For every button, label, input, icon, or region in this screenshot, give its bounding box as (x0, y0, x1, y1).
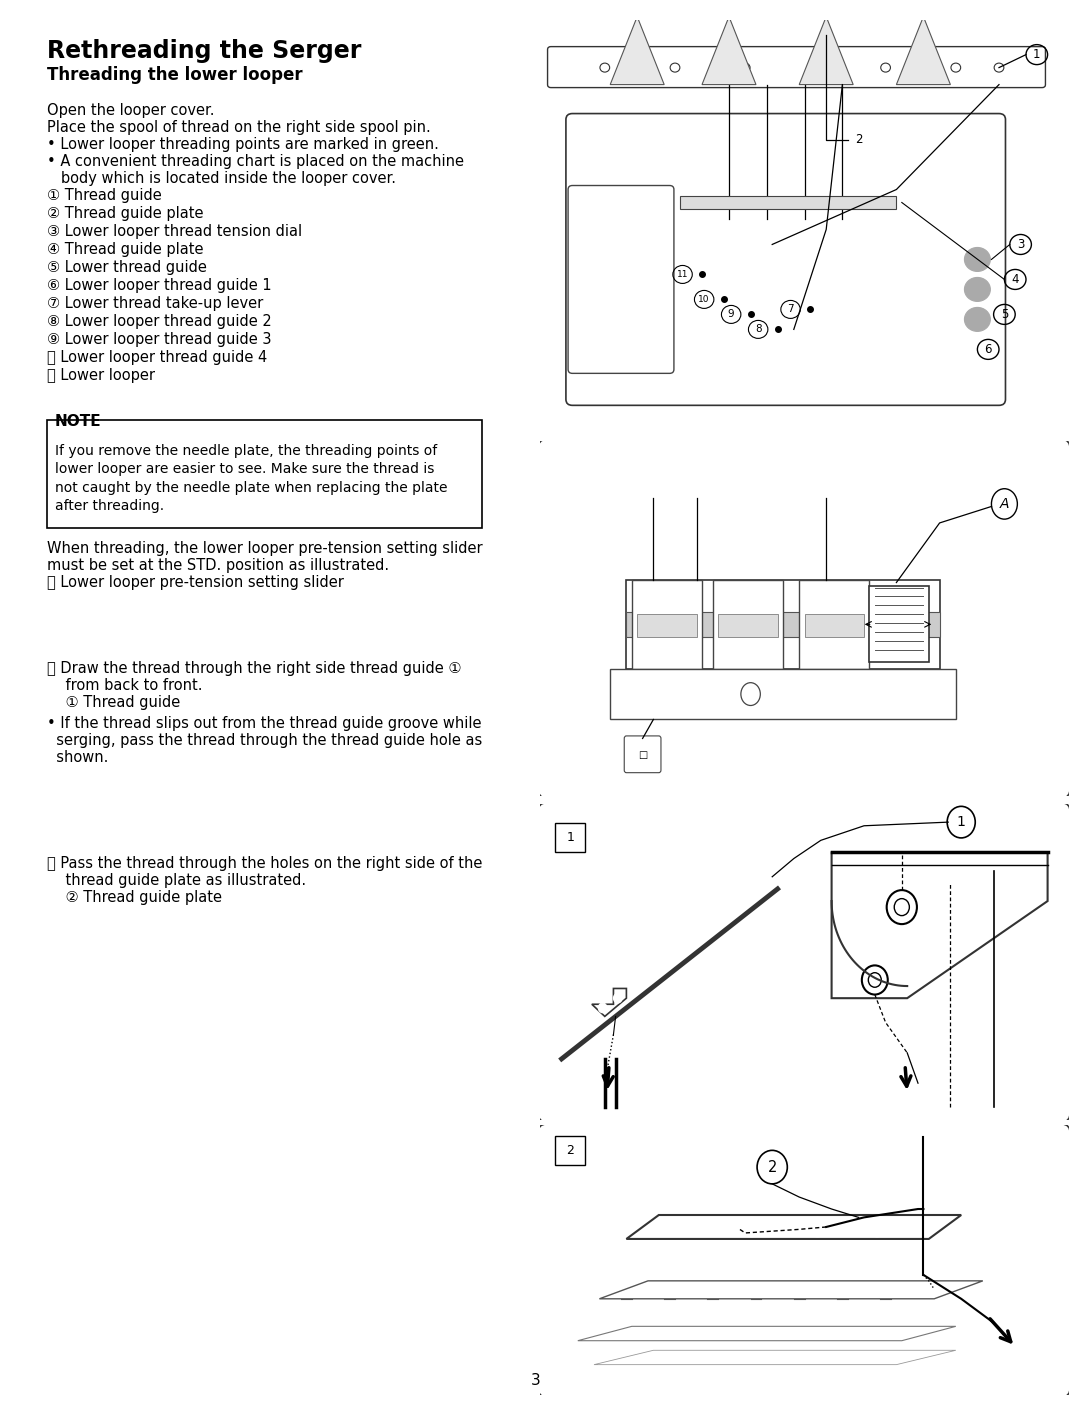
Text: body which is located inside the looper cover.: body which is located inside the looper … (48, 171, 396, 187)
Text: shown.: shown. (48, 751, 108, 765)
Polygon shape (610, 17, 664, 84)
Circle shape (868, 1218, 886, 1236)
FancyBboxPatch shape (538, 439, 1070, 798)
Text: When threading, the lower looper pre-tension setting slider: When threading, the lower looper pre-ten… (48, 542, 483, 556)
Text: • Lower looper threading points are marked in green.: • Lower looper threading points are mark… (48, 137, 438, 152)
Text: 4: 4 (1012, 274, 1018, 286)
Text: serging, pass the thread through the thread guide hole as: serging, pass the thread through the thr… (48, 732, 483, 748)
Text: ③ Lower looper thread tension dial: ③ Lower looper thread tension dial (48, 224, 302, 239)
FancyBboxPatch shape (548, 46, 1045, 87)
Text: 8: 8 (755, 324, 761, 334)
FancyBboxPatch shape (610, 669, 956, 720)
Circle shape (964, 247, 990, 271)
Text: 5: 5 (1001, 307, 1008, 321)
Circle shape (743, 1218, 760, 1236)
Polygon shape (626, 1215, 961, 1239)
Polygon shape (799, 17, 853, 84)
Text: NOTE: NOTE (55, 414, 102, 429)
Bar (555, 1136, 585, 1164)
Text: ① Thread guide: ① Thread guide (48, 188, 162, 203)
Text: If you remove the needle plate, the threading points of
lower looper are easier : If you remove the needle plate, the thre… (55, 443, 447, 513)
FancyBboxPatch shape (799, 579, 869, 669)
Circle shape (964, 278, 990, 302)
Bar (718, 615, 778, 637)
Polygon shape (578, 1326, 956, 1341)
Text: 7: 7 (787, 304, 794, 314)
Text: 2: 2 (768, 1160, 777, 1174)
Text: ⒈ Draw the thread through the right side thread guide ①: ⒈ Draw the thread through the right side… (48, 661, 461, 676)
Text: ① Thread guide: ① Thread guide (48, 694, 180, 710)
Text: ⒉ Pass the thread through the holes on the right side of the: ⒉ Pass the thread through the holes on t… (48, 856, 483, 871)
Text: thread guide plate as illustrated.: thread guide plate as illustrated. (48, 873, 306, 888)
FancyBboxPatch shape (566, 114, 1005, 405)
FancyBboxPatch shape (869, 586, 929, 662)
Polygon shape (832, 853, 1048, 998)
Circle shape (598, 1003, 607, 1013)
Bar (805, 615, 864, 637)
Text: Threading the lower looper: Threading the lower looper (48, 66, 302, 84)
Text: 3: 3 (1017, 239, 1024, 251)
Text: A: A (1000, 497, 1009, 511)
Text: ⑫ Lower looper: ⑫ Lower looper (48, 368, 156, 383)
Text: 1: 1 (957, 815, 966, 829)
Text: must be set at the STD. position as illustrated.: must be set at the STD. position as illu… (48, 558, 389, 572)
Text: 9: 9 (728, 310, 734, 320)
Text: Open the looper cover.: Open the looper cover. (48, 102, 215, 118)
FancyBboxPatch shape (538, 1124, 1070, 1397)
FancyBboxPatch shape (568, 185, 674, 373)
Polygon shape (896, 17, 950, 84)
Text: 10: 10 (699, 295, 710, 304)
Text: 6: 6 (985, 342, 991, 356)
FancyBboxPatch shape (538, 803, 1070, 1122)
Circle shape (809, 1218, 826, 1236)
Polygon shape (626, 579, 940, 669)
Text: • If the thread slips out from the thread guide groove while: • If the thread slips out from the threa… (48, 716, 482, 731)
FancyBboxPatch shape (713, 579, 783, 669)
Text: □: □ (638, 751, 647, 760)
Bar (626, 612, 940, 637)
Text: 2: 2 (855, 133, 862, 146)
Text: • A convenient threading chart is placed on the machine: • A convenient threading chart is placed… (48, 154, 464, 168)
Text: 1: 1 (566, 832, 575, 845)
Text: 30: 30 (530, 1374, 550, 1388)
Text: ⑦ Lower thread take-up lever: ⑦ Lower thread take-up lever (48, 296, 264, 311)
Text: ⑧ Lower looper thread guide 2: ⑧ Lower looper thread guide 2 (48, 314, 272, 328)
Circle shape (613, 993, 622, 1003)
Text: ④ Thread guide plate: ④ Thread guide plate (48, 241, 203, 257)
Text: Rethreading the Serger: Rethreading the Serger (48, 39, 362, 63)
Text: ② Thread guide plate: ② Thread guide plate (48, 206, 203, 222)
Text: from back to front.: from back to front. (48, 678, 203, 693)
Text: ⑤ Lower thread guide: ⑤ Lower thread guide (48, 260, 207, 275)
Text: 2: 2 (566, 1143, 575, 1157)
Text: ② Thread guide plate: ② Thread guide plate (48, 890, 222, 905)
Polygon shape (702, 17, 756, 84)
FancyBboxPatch shape (632, 579, 702, 669)
Polygon shape (599, 1281, 983, 1299)
Text: 1: 1 (1034, 48, 1040, 62)
Text: Ⓐ Lower looper pre-tension setting slider: Ⓐ Lower looper pre-tension setting slide… (48, 575, 343, 591)
Polygon shape (594, 1350, 956, 1365)
Bar (48, 419, 482, 528)
Text: 11: 11 (677, 269, 688, 279)
Text: ⑨ Lower looper thread guide 3: ⑨ Lower looper thread guide 3 (48, 333, 271, 347)
FancyBboxPatch shape (624, 737, 661, 773)
Text: Place the spool of thread on the right side spool pin.: Place the spool of thread on the right s… (48, 121, 431, 135)
Text: ⑥ Lower looper thread guide 1: ⑥ Lower looper thread guide 1 (48, 278, 272, 293)
Bar (680, 195, 896, 209)
Circle shape (964, 307, 990, 331)
Polygon shape (592, 989, 626, 1016)
Bar (555, 824, 585, 853)
Bar (637, 615, 697, 637)
Text: ⑪ Lower looper thread guide 4: ⑪ Lower looper thread guide 4 (48, 349, 267, 365)
